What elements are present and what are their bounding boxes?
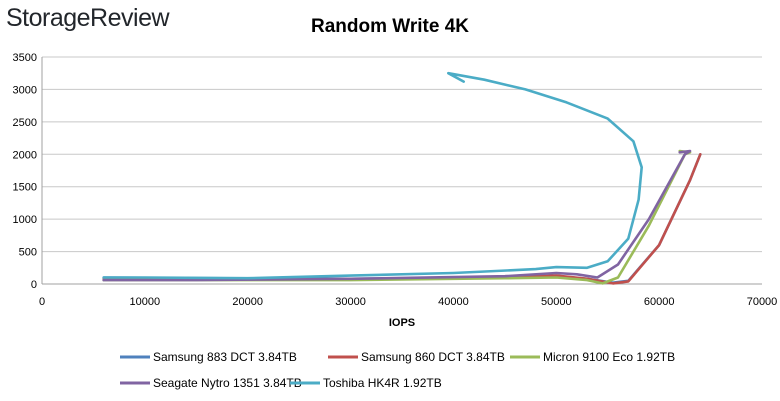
legend-label: Toshiba HK4R 1.92TB xyxy=(323,376,442,390)
y-tick-label: 1000 xyxy=(13,214,37,226)
y-tick-label: 2500 xyxy=(13,117,37,129)
y-tick-label: 3000 xyxy=(13,84,37,96)
legend-label: Micron 9100 Eco 1.92TB xyxy=(543,350,675,364)
x-tick-label: 10000 xyxy=(130,296,161,308)
y-tick-label: 3500 xyxy=(13,52,37,64)
legend-label: Samsung 883 DCT 3.84TB xyxy=(153,350,297,364)
brand-logo: StorageReview xyxy=(6,4,170,32)
y-tick-label: 500 xyxy=(19,247,37,259)
legend-label: Seagate Nytro 1351 3.84TB xyxy=(153,376,302,390)
series-line xyxy=(102,149,692,282)
legend-label: Samsung 860 DCT 3.84TB xyxy=(361,350,505,364)
y-tick-label: 2000 xyxy=(13,149,37,161)
y-tick-label: 1500 xyxy=(13,182,37,194)
x-tick-label: 40000 xyxy=(438,296,469,308)
y-tick-label: 0 xyxy=(31,279,37,291)
chart-title: Random Write 4K xyxy=(310,16,469,37)
x-tick-label: 20000 xyxy=(232,296,263,308)
x-tick-label: 30000 xyxy=(335,296,366,308)
series-line xyxy=(102,153,702,285)
x-tick-label: 60000 xyxy=(644,296,675,308)
x-axis-label: IOPS xyxy=(389,317,415,329)
x-tick-label: 50000 xyxy=(541,296,572,308)
series-line xyxy=(102,71,644,280)
x-tick-label: 0 xyxy=(39,296,45,308)
x-tick-label: 70000 xyxy=(747,296,778,308)
